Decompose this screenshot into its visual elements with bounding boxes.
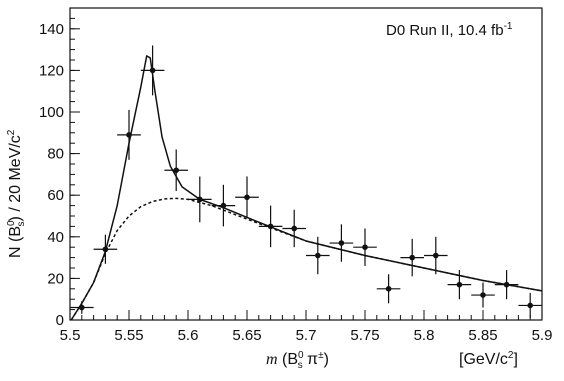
y-tick-label: 100: [39, 104, 64, 121]
point-marker: [291, 225, 298, 232]
fit-curves: [70, 55, 543, 321]
data-point: [188, 176, 212, 223]
y-axis-sup: 0: [6, 220, 17, 226]
data-point: [117, 109, 141, 160]
x-tick-label: 5.9: [532, 327, 553, 344]
data-point: [518, 292, 542, 318]
x-axis-rest: π: [303, 351, 318, 368]
plot-frame: [69, 7, 543, 321]
data-point: [447, 270, 472, 300]
x-tick-label: 5.7: [296, 327, 317, 344]
data-point: [376, 274, 401, 304]
x-axis-title: m (B0 s π±): [266, 350, 329, 371]
x-axis-unit-post: ]: [513, 351, 517, 368]
point-marker: [220, 202, 227, 209]
x-tick-label: 5.5: [60, 327, 81, 344]
x-tick-label: 5.85: [468, 327, 497, 344]
data-point: [471, 282, 495, 308]
y-tick-label: 140: [39, 21, 64, 38]
point-marker: [433, 252, 439, 259]
data-point: [306, 236, 330, 275]
point-marker: [362, 244, 368, 250]
y-axis-title: N (B0s) / 20 MeV/c2: [6, 129, 27, 258]
major-ticks: [69, 28, 543, 321]
data-points: [70, 45, 542, 318]
point-marker: [315, 252, 321, 259]
x-tick-label: 5.55: [114, 327, 143, 344]
data-point: [400, 238, 424, 277]
y-axis-post-sup: 2: [6, 129, 17, 135]
x-axis-sup: 0: [298, 350, 304, 361]
data-point: [235, 176, 259, 219]
point-marker: [102, 246, 109, 253]
data-point: [494, 270, 519, 300]
run-annotation: D0 Run II, 10.4 fb-1: [386, 21, 513, 39]
point-marker: [244, 194, 250, 201]
point-marker: [126, 132, 132, 138]
point-marker: [173, 167, 179, 174]
data-point: [282, 209, 306, 248]
point-marker: [149, 67, 156, 74]
x-axis-paren-open: (B: [278, 351, 298, 368]
point-marker: [409, 254, 416, 261]
x-tick-labels: 5.5 5.55 5.6 5.65 5.7 5.75 5.8 5.85 5.9: [60, 327, 553, 344]
y-axis-sub: s: [16, 221, 27, 226]
y-tick-label: 120: [39, 62, 64, 79]
y-tick-label: 60: [47, 187, 64, 204]
x-axis-rest-sup: ±: [318, 350, 324, 361]
x-tick-label: 5.6: [178, 327, 199, 344]
data-point: [93, 234, 118, 264]
data-point: [329, 224, 354, 262]
x-tick-label: 5.75: [350, 327, 379, 344]
point-marker: [480, 292, 486, 298]
data-point: [353, 228, 377, 266]
data-point: [211, 184, 236, 227]
y-tick-label: 80: [47, 146, 64, 163]
y-tick-label: 40: [47, 229, 64, 246]
data-point: [424, 236, 448, 275]
point-marker: [503, 281, 510, 288]
signal-plus-background-fit: [70, 55, 543, 321]
x-axis-unit-sup: 2: [508, 350, 514, 361]
run-annotation-main: D0 Run II, 10.4 fb: [386, 22, 504, 39]
point-marker: [338, 240, 345, 246]
point-marker: [385, 286, 392, 292]
x-axis-paren-close: ): [324, 351, 329, 368]
x-axis-unit-pre: [GeV/c: [459, 351, 508, 368]
data-point: [70, 301, 94, 314]
point-marker: [267, 223, 274, 230]
x-tick-label: 5.8: [414, 327, 435, 344]
run-annotation-sup: -1: [504, 21, 513, 32]
data-point: [258, 205, 283, 248]
y-tick-label: 20: [47, 270, 64, 287]
y-axis-post: ) / 20 MeV/c: [7, 135, 24, 221]
point-marker: [197, 196, 203, 203]
data-point: [164, 149, 188, 192]
x-axis-sub: s: [298, 360, 303, 371]
x-tick-label: 5.65: [232, 327, 261, 344]
x-axis-unit: [GeV/c2]: [459, 350, 518, 368]
point-marker: [527, 302, 533, 309]
minor-ticks: [69, 7, 543, 321]
point-marker: [79, 304, 85, 311]
y-tick-label: 0: [56, 312, 64, 329]
x-axis-m: m: [266, 351, 278, 368]
background-fit: [70, 197, 543, 321]
y-tick-labels: 0 20 40 60 80 100 120 140: [39, 21, 64, 329]
point-marker: [456, 281, 463, 288]
y-axis-pre: N (B: [7, 226, 24, 258]
data-point: [140, 45, 165, 96]
